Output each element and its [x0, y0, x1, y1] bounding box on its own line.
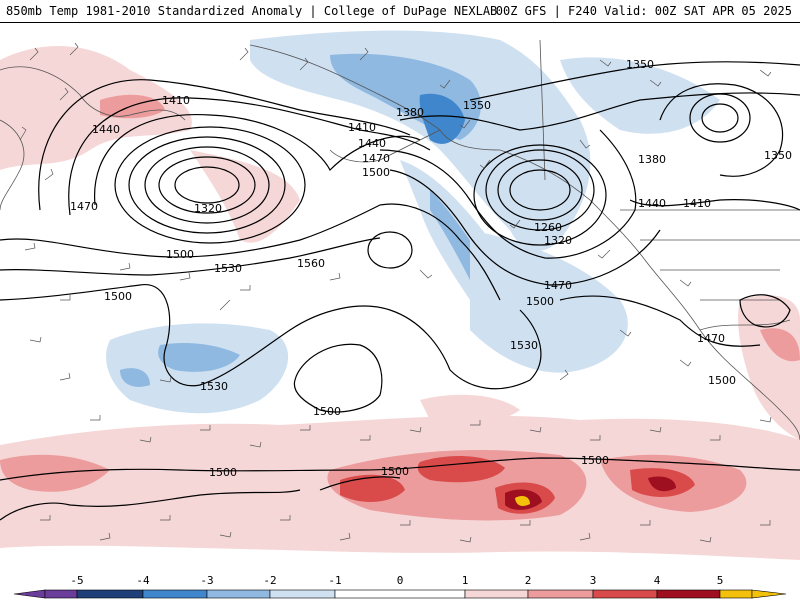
contour-label: 1500: [526, 295, 554, 308]
colorbar-swatch: [592, 589, 658, 599]
contour-label: 1380: [396, 106, 424, 119]
colorbar-tick-label: 5: [717, 575, 724, 587]
colorbar: -5 -4 -3 -2 -1 0 1 2 3 4 5: [0, 575, 800, 600]
colorbar-swatch: [464, 589, 529, 599]
height-contours: [0, 61, 800, 521]
colorbar-tick-label: -2: [263, 575, 276, 587]
contour-label: 1350: [463, 99, 491, 112]
anomaly-shading: [0, 23, 800, 575]
colorbar-tick-label: -4: [136, 575, 150, 587]
contour-label: 1530: [214, 262, 242, 275]
contour-label: 1440: [358, 137, 386, 150]
header-title: 850mb Temp 1981-2010 Standardized Anomal…: [6, 4, 498, 18]
colorbar-ticks: -5 -4 -3 -2 -1 0 1 2 3 4 5: [70, 575, 723, 587]
contour-label: 1320: [194, 202, 222, 215]
colorbar-swatch: [44, 589, 78, 599]
header-valid-time: 00Z GFS | F240 Valid: 00Z SAT APR 05 202…: [495, 4, 792, 18]
map-header: 850mb Temp 1981-2010 Standardized Anomal…: [0, 0, 800, 23]
contour-label: 1500: [381, 465, 409, 478]
colorbar-swatches: [13, 589, 787, 599]
contour-label: 1470: [544, 279, 572, 292]
contour-label: 1320: [544, 234, 572, 247]
colorbar-swatch: [142, 589, 208, 599]
contour-label: 1410: [683, 197, 711, 210]
contour-label: 1470: [362, 152, 390, 165]
contour-label: 1440: [638, 197, 666, 210]
colorbar-swatch: [656, 589, 721, 599]
contour-label: 1350: [764, 149, 792, 162]
colorbar-tick-label: 2: [525, 575, 532, 587]
wind-barbs: [19, 42, 772, 543]
contour-label: 1470: [70, 200, 98, 213]
colorbar-arrow-low: [13, 589, 46, 599]
colorbar-swatch: [206, 589, 271, 599]
colorbar-tick-label: 0: [397, 575, 404, 587]
contour-label: 1470: [697, 332, 725, 345]
contour-label: 1500: [708, 374, 736, 387]
contour-label: 1410: [348, 121, 376, 134]
contour-label: 1530: [510, 339, 538, 352]
contour-label: 1500: [104, 290, 132, 303]
colorbar-tick-label: -5: [70, 575, 83, 587]
contour-label: 1260: [534, 221, 562, 234]
contour-label: 1500: [166, 248, 194, 261]
colorbar-arrow-high: [751, 589, 787, 599]
anomaly-map: 1350 1350 1350 1410 1440 1380 1410 1440 …: [0, 23, 800, 575]
contour-label: 1500: [313, 405, 341, 418]
colorbar-swatch: [334, 589, 466, 599]
contour-label: 1530: [200, 380, 228, 393]
colorbar-swatch: [719, 589, 753, 599]
colorbar-tick-label: 1: [462, 575, 469, 587]
contour-label: 1380: [638, 153, 666, 166]
colorbar-tick-label: -3: [200, 575, 213, 587]
contour-label: 1350: [626, 58, 654, 71]
contour-label: 1560: [297, 257, 325, 270]
contour-label: 1500: [362, 166, 390, 179]
colorbar-tick-label: 4: [654, 575, 661, 587]
colorbar-swatch: [269, 589, 336, 599]
contour-label: 1500: [581, 454, 609, 467]
contour-labels: 1350 1350 1350 1410 1440 1380 1410 1440 …: [70, 58, 792, 479]
contour-label: 1440: [92, 123, 120, 136]
contour-label: 1500: [209, 466, 237, 479]
colorbar-swatch: [527, 589, 594, 599]
colorbar-swatch: [76, 589, 144, 599]
colorbar-tick-label: 3: [590, 575, 597, 587]
contour-label: 1410: [162, 94, 190, 107]
colorbar-tick-label: -1: [328, 575, 341, 587]
